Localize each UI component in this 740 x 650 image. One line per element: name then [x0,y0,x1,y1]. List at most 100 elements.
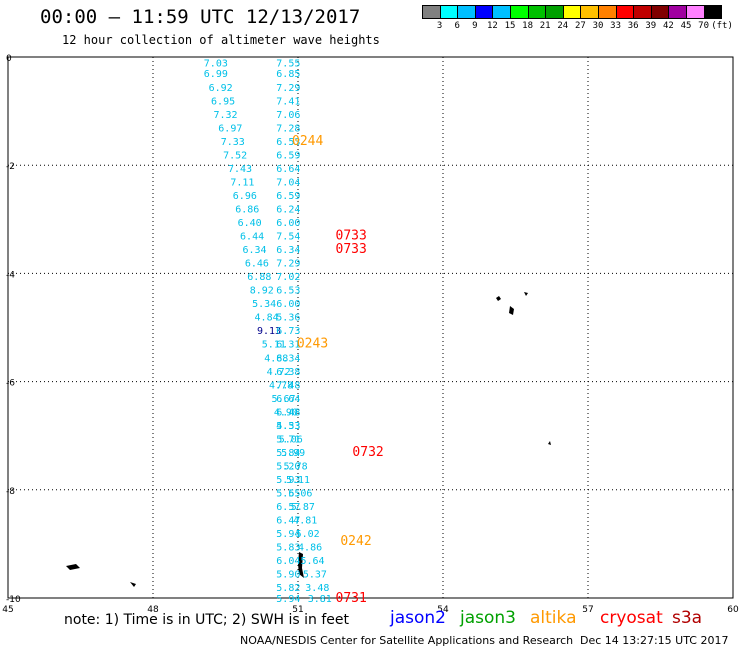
x-tick-label: 51 [292,605,303,615]
swh-value: 7.48 [276,380,300,391]
swh-value: 7.04 [276,177,300,188]
pass-time-label: 0732 [352,445,383,460]
swh-value: 7.02 [276,272,300,283]
y-tick-label: -2 [6,162,15,172]
swh-value: 4.72 [267,367,291,378]
swh-value: 6.73 [276,326,300,337]
pass-time-label: 0243 [297,337,328,352]
scale-label: 21 [539,21,551,31]
scale-label: 45 [680,21,692,31]
swh-value: 6.99 [204,69,228,80]
swh-value: 6.64 [276,164,300,175]
y-tick-label: -4 [6,270,15,280]
scale-label: 3 [436,21,443,31]
swh-value: 6.53 [276,286,300,297]
swh-value: 8.92 [250,286,274,297]
swh-value: 7.33 [221,137,245,148]
swh-value: 5.36 [276,313,300,324]
swh-value: 6.31 [276,340,300,351]
x-tick-label: 45 [2,605,13,615]
swh-value: 5.11 [286,475,310,486]
swh-value: 4.86 [298,543,322,554]
pass-time-label: 0242 [340,534,371,549]
swh-value: 6.59 [276,191,300,202]
swh-value: 7.03 [204,58,228,69]
swh-value: 7.11 [230,177,254,188]
pass-time-label: 0244 [292,134,323,149]
swh-value: 5.84 [276,448,300,459]
swh-value: 5.37 [303,570,327,581]
swh-value: 6.85 [276,69,300,80]
swh-value: 6.34 [242,245,266,256]
swh-value: 6.53 [276,137,300,148]
swh-value: 7.29 [276,259,300,270]
swh-value: 5.67 [271,394,295,405]
scale-label: 9 [472,21,478,31]
swh-value: 5.78 [284,461,308,472]
scale-label: 33 [610,21,622,31]
swh-value: 7.32 [213,110,237,121]
swh-value: 6.97 [218,123,242,134]
pass-time-label: 0731 [336,591,367,606]
swh-value: 3.81 [308,594,332,605]
swh-value: 5.93 [276,475,300,486]
swh-value: 6.34 [276,353,300,364]
swh-value: 6.44 [240,232,264,243]
y-tick-label: -6 [6,379,15,389]
y-tick-label: -8 [6,487,15,497]
swh-value: 4.88 [264,353,288,364]
swh-value: 6.96 [233,191,257,202]
map-title: 00:00 – 11:59 UTC 12/13/2017 [40,6,361,28]
legend-altika: altika [530,608,577,628]
scale-label: 30 [592,21,604,31]
swh-value: 6.46 [245,259,269,270]
swh-value: 7.52 [223,150,247,161]
swh-value: 6.38 [276,367,300,378]
swh-value: 5.02 [296,529,320,540]
swh-value: 6.48 [276,407,300,418]
swh-value: 4.78 [269,380,293,391]
scale-label: (ft) [711,21,733,31]
swh-value: 6.04 [276,556,300,567]
scale-label: 36 [627,21,639,31]
swh-value: 5.65 [276,489,300,500]
swh-value: 6.34 [276,245,300,256]
swh-value: 7.55 [276,58,300,69]
swh-value: 9.13 [257,326,281,337]
island-shape [548,441,551,445]
map-subtitle: 12 hour collection of altimeter wave hei… [62,33,380,47]
scale-label: 15 [504,21,516,31]
swh-value: 6.64 [276,394,300,405]
swh-value: 5.06 [288,489,312,500]
swh-value: 5.33 [276,421,300,432]
pass-time-label: 0733 [336,229,367,244]
swh-value: 6.57 [276,502,300,513]
swh-value: 4.84 [255,313,279,324]
swh-value: 5.94 [276,529,300,540]
swh-value: 6.00 [276,218,300,229]
note-text: note: 1) Time is in UTC; 2) SWH is in fe… [64,612,350,628]
swh-value: 5.06 [279,434,303,445]
swh-value: 5.34 [252,299,276,310]
scale-label: 39 [645,21,657,31]
pass-time-label: 0733 [336,242,367,257]
swh-value: 6.40 [238,218,262,229]
swh-value: 4.90 [274,407,298,418]
swh-value: 5.64 [300,556,324,567]
y-tick-label: -10 [6,595,21,605]
swh-value: 6.95 [211,96,235,107]
swh-value: 4.53 [276,421,300,432]
swh-value: 7.29 [276,83,300,94]
swh-value: 5.90 [276,570,300,581]
island-shape [496,292,528,315]
scale-label: 24 [557,21,569,31]
y-tick-label: 0 [6,54,12,64]
legend-jason3: jason3 [460,608,516,628]
scale-label: 18 [522,21,534,31]
footer-timestamp: Dec 14 13:27:15 UTC 2017 [580,634,729,647]
x-tick-label: 57 [582,605,593,615]
swh-value: 5.71 [276,434,300,445]
swh-value: 5.87 [291,502,315,513]
legend-jason2: jason2 [390,608,446,628]
